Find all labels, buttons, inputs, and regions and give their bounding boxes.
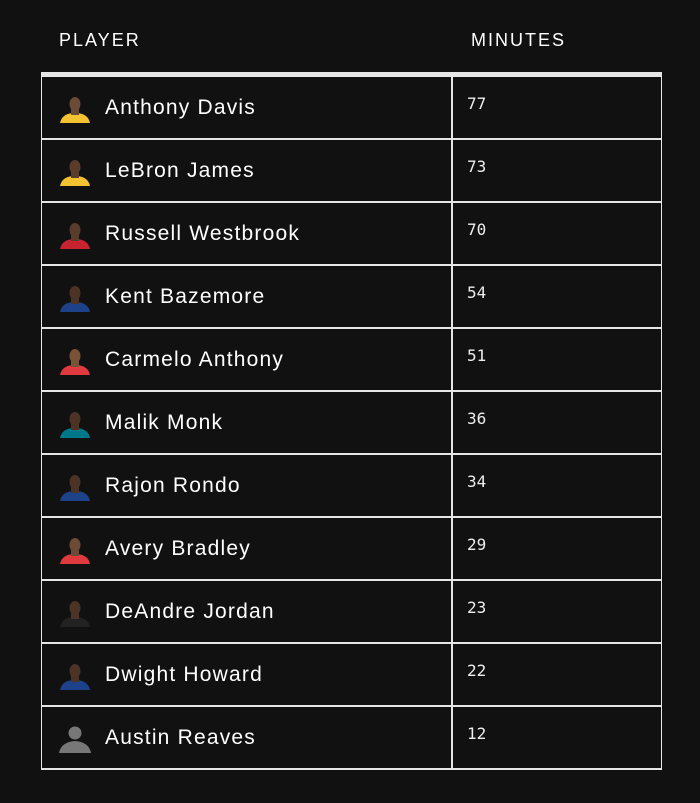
table-row[interactable]: Rajon Rondo 34 xyxy=(41,455,662,518)
column-header-player[interactable]: PLAYER xyxy=(59,30,141,50)
player-name[interactable]: Carmelo Anthony xyxy=(105,347,285,371)
player-headshot-icon xyxy=(60,411,90,438)
player-name[interactable]: Avery Bradley xyxy=(105,536,251,560)
player-cell: Russell Westbrook xyxy=(42,203,453,264)
table-row[interactable]: Malik Monk 36 xyxy=(41,392,662,455)
player-cell: LeBron James xyxy=(42,140,453,201)
player-cell: Dwight Howard xyxy=(42,644,453,705)
player-cell: Carmelo Anthony xyxy=(42,329,453,390)
player-cell: Avery Bradley xyxy=(42,518,453,579)
player-cell: DeAndre Jordan xyxy=(42,581,453,642)
player-name[interactable]: LeBron James xyxy=(105,158,255,182)
player-cell: Rajon Rondo xyxy=(42,455,453,516)
table-row[interactable]: Russell Westbrook 70 xyxy=(41,203,662,266)
player-headshot-icon xyxy=(60,222,90,249)
player-name[interactable]: Dwight Howard xyxy=(105,662,263,686)
player-minutes-table: Anthony Davis 77 LeBron James 73 Russell… xyxy=(41,72,662,770)
player-cell: Anthony Davis xyxy=(42,77,453,138)
player-headshot-icon xyxy=(60,474,90,501)
player-name[interactable]: Kent Bazemore xyxy=(105,284,266,308)
player-headshot-icon xyxy=(60,159,90,186)
player-cell: Austin Reaves xyxy=(42,707,453,768)
minutes-cell: 12 xyxy=(467,724,487,743)
table-row[interactable]: Anthony Davis 77 xyxy=(41,77,662,140)
column-header-minutes[interactable]: MINUTES xyxy=(471,30,566,50)
table-row[interactable]: DeAndre Jordan 23 xyxy=(41,581,662,644)
minutes-cell: 51 xyxy=(467,346,487,365)
table-row[interactable]: Avery Bradley 29 xyxy=(41,518,662,581)
player-name[interactable]: DeAndre Jordan xyxy=(105,599,275,623)
table-row[interactable]: Kent Bazemore 54 xyxy=(41,266,662,329)
minutes-cell: 36 xyxy=(467,409,487,428)
player-headshot-icon xyxy=(60,537,90,564)
minutes-cell: 77 xyxy=(467,94,487,113)
minutes-cell: 73 xyxy=(467,157,487,176)
minutes-cell: 54 xyxy=(467,283,487,302)
player-headshot-icon xyxy=(60,600,90,627)
player-headshot-icon xyxy=(60,285,90,312)
player-headshot-icon xyxy=(60,348,90,375)
player-name[interactable]: Malik Monk xyxy=(105,410,224,434)
player-name[interactable]: Anthony Davis xyxy=(105,95,257,119)
player-name[interactable]: Rajon Rondo xyxy=(105,473,241,497)
player-cell: Kent Bazemore xyxy=(42,266,453,327)
minutes-cell: 29 xyxy=(467,535,487,554)
player-name[interactable]: Russell Westbrook xyxy=(105,221,301,245)
table-row[interactable]: Austin Reaves 12 xyxy=(41,707,662,770)
table-row[interactable]: Dwight Howard 22 xyxy=(41,644,662,707)
minutes-cell: 22 xyxy=(467,661,487,680)
player-cell: Malik Monk xyxy=(42,392,453,453)
minutes-cell: 70 xyxy=(467,220,487,239)
minutes-cell: 23 xyxy=(467,598,487,617)
player-name[interactable]: Austin Reaves xyxy=(105,725,257,749)
table-row[interactable]: LeBron James 73 xyxy=(41,140,662,203)
table-row[interactable]: Carmelo Anthony 51 xyxy=(41,329,662,392)
player-headshot-icon xyxy=(60,663,90,690)
minutes-cell: 34 xyxy=(467,472,487,491)
player-headshot-icon xyxy=(59,726,91,753)
player-headshot-icon xyxy=(60,96,90,123)
